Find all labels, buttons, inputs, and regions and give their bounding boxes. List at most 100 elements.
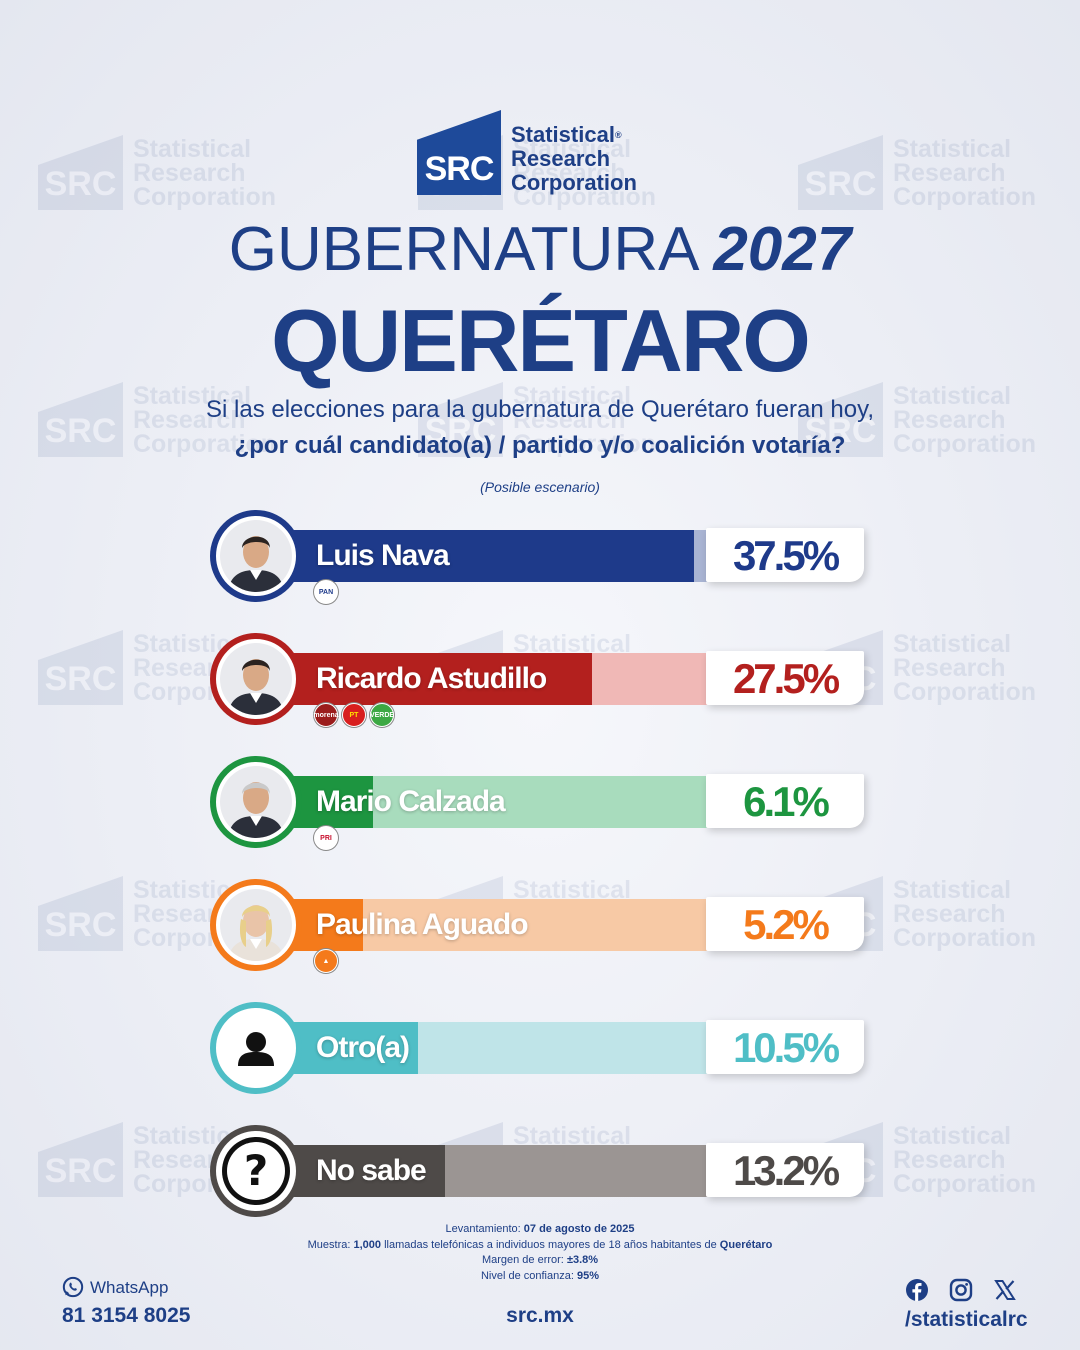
party-logo-mc-icon: ▲ <box>314 949 338 973</box>
website-link[interactable]: src.mx <box>506 1304 574 1327</box>
bar-category-label: Ricardo Astudillo <box>316 662 547 695</box>
title-gubernatura: GUBERNATURA <box>228 215 697 284</box>
bar-category-label: Paulina Aguado <box>316 908 529 941</box>
person-silhouette-icon <box>220 766 292 838</box>
logo-wordmark: Statistical® Research Corporation <box>511 123 637 195</box>
bar-value-label: 27.5% <box>732 655 840 702</box>
margin-label: Margen de error: <box>481 1254 564 1266</box>
value-box: 37.5% <box>706 528 864 582</box>
src-logo: SRC Statistical® Research Corporation <box>417 110 637 195</box>
value-box: 6.1% <box>706 774 864 828</box>
party-logo-pri-icon: PRI <box>314 826 338 850</box>
bar-row: Mario Calzada 6.1% PRI <box>210 756 870 850</box>
question-mark-icon: ? <box>220 1135 292 1207</box>
party-logo-pan-icon: PAN <box>314 580 338 604</box>
bar-value-label: 10.5% <box>732 1024 840 1071</box>
person-silhouette-icon <box>220 643 292 715</box>
person-silhouette-icon <box>220 520 292 592</box>
bar-row: Luis Nava 37.5% PAN <box>210 510 870 604</box>
facebook-icon[interactable] <box>905 1278 929 1302</box>
bar-category-label: Luis Nava <box>316 539 450 572</box>
bar-fill <box>250 530 695 582</box>
x-icon[interactable] <box>993 1278 1017 1302</box>
src-logo-mark: SRC <box>417 110 501 195</box>
candidate-photo <box>210 633 302 725</box>
candidate-photo-placeholder <box>220 766 292 838</box>
bar-row: Paulina Aguado 5.2% ▲ <box>210 879 870 973</box>
candidate-photo <box>210 756 302 848</box>
title-state: QUERÉTARO <box>271 291 811 390</box>
sample-line: Muestra: 1,000 llamadas telefónicas a in… <box>0 1238 1080 1254</box>
user-icon <box>220 1012 292 1084</box>
party-logo-verde-icon: VERDE <box>370 703 394 727</box>
bar-value-label: 5.2% <box>743 901 830 948</box>
whatsapp-contact[interactable]: WhatsApp 81 3154 8025 <box>62 1276 191 1328</box>
sample-place: Querétaro <box>719 1238 773 1251</box>
social-links: /statisticalrc <box>905 1278 1028 1332</box>
logo-line1: Statistical <box>511 122 615 147</box>
bar-category-label: Mario Calzada <box>316 785 506 818</box>
person-silhouette-icon <box>220 889 292 961</box>
title-year: 2027 <box>713 215 852 284</box>
candidate-photo-placeholder <box>220 520 292 592</box>
question-line1: Si las elecciones para la gubernatura de… <box>206 396 874 423</box>
candidate-photo <box>210 510 302 602</box>
question-line2: ¿por cuál candidato(a) / partido y/o coa… <box>234 432 846 459</box>
confidence-line: Nivel de confianza: 95% <box>0 1269 1080 1285</box>
instagram-icon[interactable] <box>949 1278 973 1302</box>
value-box: 13.2% <box>706 1143 864 1197</box>
margin-value: ±3.8% <box>566 1254 599 1266</box>
watermark-mark: SRC <box>38 876 123 951</box>
candidate-photo-placeholder <box>220 889 292 961</box>
svg-text:?: ? <box>244 1146 268 1195</box>
survey-label: Levantamiento: <box>445 1223 521 1235</box>
candidate-photo-placeholder <box>220 643 292 715</box>
bar-value-label: 13.2% <box>732 1147 840 1194</box>
methodology-footer: Levantamiento: 07 de agosto de 2025 Mues… <box>0 1222 1080 1284</box>
margin-line: Margen de error: ±3.8% <box>0 1253 1080 1269</box>
party-logo-morena-icon: morena <box>313 703 339 727</box>
bar-track <box>250 899 720 951</box>
logo-mark-text: SRC <box>424 150 495 188</box>
whatsapp-label: WhatsApp <box>90 1278 169 1297</box>
registered-mark: ® <box>614 130 622 140</box>
title-line1: GUBERNATURA 2027 <box>0 214 1080 285</box>
user-silhouette-icon <box>238 1032 274 1066</box>
sample-size: 1,000 <box>353 1238 382 1251</box>
confidence-value: 95% <box>576 1269 600 1282</box>
bar-row: Otro(a) 10.5% <box>210 1002 870 1094</box>
candidate-photo <box>210 879 302 971</box>
bar-track <box>250 653 720 705</box>
social-handle[interactable]: /statisticalrc <box>905 1308 1028 1331</box>
sample-text: llamadas telefónicas a individuos mayore… <box>384 1238 717 1251</box>
bar-value-label: 6.1% <box>743 778 830 825</box>
question-circle-icon: ? <box>222 1137 290 1205</box>
question-note: (Posible escenario) <box>480 479 600 495</box>
bar-row: Ricardo Astudillo 27.5% morena PT VERDE <box>210 633 870 727</box>
watermark-mark: SRC <box>38 630 123 705</box>
party-logo-pt-icon: PT <box>342 703 366 727</box>
whatsapp-number[interactable]: 81 3154 8025 <box>62 1304 191 1327</box>
watermark-mark: SRC <box>38 1122 123 1197</box>
unknown-question-icon: ? <box>210 1125 302 1217</box>
value-box: 10.5% <box>706 1020 864 1074</box>
logo-line2: Research <box>511 146 611 171</box>
bar-fill <box>250 653 592 705</box>
logo-line3: Corporation <box>511 170 637 195</box>
value-box: 27.5% <box>706 651 864 705</box>
watermark-mark: SRC <box>798 135 883 210</box>
sample-label: Muestra: <box>307 1238 351 1251</box>
survey-date-line: Levantamiento: 07 de agosto de 2025 <box>0 1222 1080 1238</box>
bar-category-label: Otro(a) <box>316 1031 410 1064</box>
bar-category-label: No sabe <box>316 1154 427 1187</box>
watermark-mark: SRC <box>38 135 123 210</box>
confidence-label: Nivel de confianza: <box>480 1269 574 1282</box>
bar-track <box>250 530 720 582</box>
